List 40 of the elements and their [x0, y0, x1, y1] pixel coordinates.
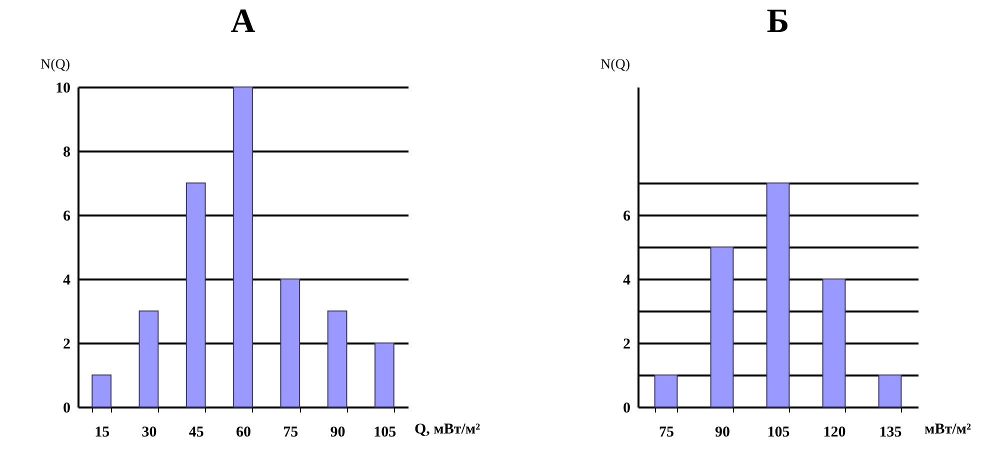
- y-tick-label: 0: [63, 400, 70, 416]
- x-tick-label: 30: [142, 424, 157, 440]
- x-tick-label: 75: [283, 424, 298, 440]
- x-axis-title: мВт/м²: [924, 422, 972, 438]
- y-tick-label: 2: [623, 336, 630, 352]
- x-axis-title: Q, мВт/м²: [414, 422, 481, 438]
- y-axis-title: N(Q): [600, 58, 630, 72]
- x-tick-label: 75: [659, 424, 674, 440]
- bar: [233, 86, 253, 408]
- y-tick-label: 6: [623, 208, 631, 224]
- x-tick-label: 90: [330, 424, 346, 440]
- bar: [92, 374, 112, 408]
- bar: [710, 246, 734, 408]
- y-tick-label: 6: [63, 208, 71, 224]
- x-tick-label: 45: [188, 424, 204, 440]
- x-tick-label: 60: [236, 424, 251, 440]
- y-tick-label: 10: [56, 80, 70, 96]
- y-tick-label: 8: [63, 144, 70, 160]
- x-tick-label: 90: [715, 424, 730, 440]
- x-tick-label: 15: [94, 424, 110, 440]
- bar: [374, 342, 394, 408]
- y-tick-label: 0: [623, 400, 630, 416]
- bar: [878, 374, 902, 408]
- x-tick-label: 120: [823, 424, 846, 440]
- x-tick-label: 105: [374, 424, 396, 440]
- bar: [766, 182, 790, 408]
- y-axis-title: N(Q): [40, 58, 70, 72]
- bar: [186, 182, 206, 408]
- bar: [822, 278, 846, 408]
- bar: [654, 374, 678, 408]
- bar: [280, 278, 300, 408]
- bar: [327, 310, 348, 408]
- chart-title: А: [230, 3, 256, 40]
- bar: [138, 310, 159, 408]
- y-tick-label: 4: [63, 272, 71, 288]
- x-tick-label: 105: [767, 424, 790, 440]
- y-tick-label: 4: [623, 272, 631, 288]
- chart-title: Б: [766, 3, 790, 40]
- y-tick-label: 2: [63, 336, 70, 352]
- x-tick-label: 135: [879, 424, 902, 440]
